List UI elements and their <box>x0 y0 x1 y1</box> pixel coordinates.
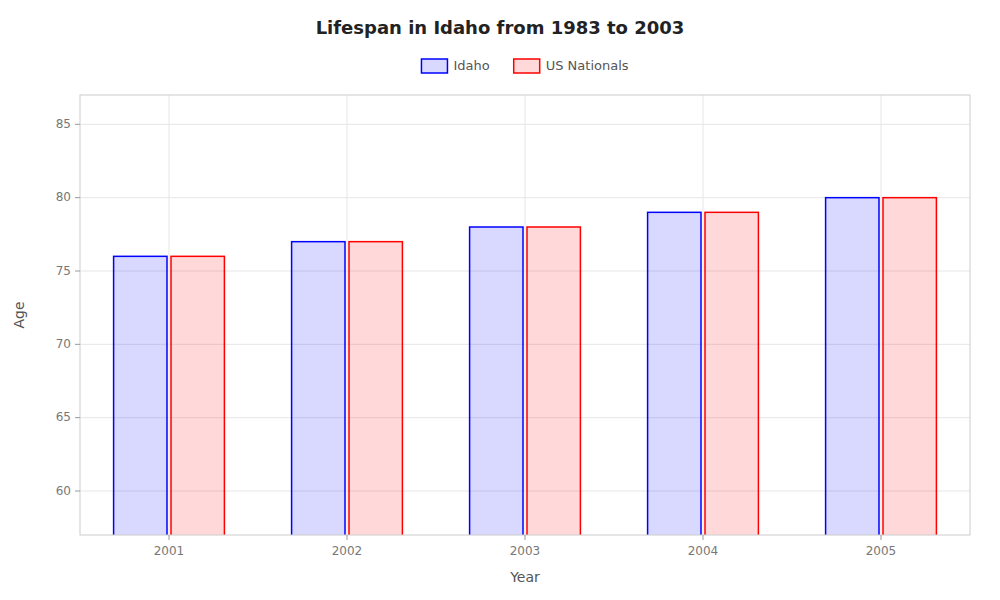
x-tick <box>347 535 348 540</box>
y-tick <box>75 271 80 272</box>
legend-item: US Nationals <box>514 58 629 74</box>
x-grid-line <box>347 95 348 535</box>
y-axis-label: Age <box>11 301 27 328</box>
bar <box>292 242 345 535</box>
y-tick-label: 70 <box>56 337 71 351</box>
x-axis-label: Year <box>509 569 540 585</box>
y-tick-label: 65 <box>56 410 71 424</box>
bar <box>826 198 879 535</box>
bar <box>171 256 224 535</box>
x-grid-line <box>703 95 704 535</box>
bar <box>705 212 758 535</box>
axes: 60 65 70 75 80 85 2001 2002 2003 2004 2005 <box>56 117 897 558</box>
x-grid-line <box>169 95 170 535</box>
x-tick <box>881 535 882 540</box>
x-tick-label: 2004 <box>688 544 719 558</box>
chart-svg: 60 65 70 75 80 85 2001 2002 2003 2004 2005 Year Age L… <box>0 0 1000 600</box>
legend-label: US Nationals <box>546 58 629 73</box>
legend-swatch <box>514 59 540 73</box>
bar <box>883 198 936 535</box>
y-tick <box>75 344 80 345</box>
bar <box>648 212 701 535</box>
x-tick-label: 2005 <box>866 544 897 558</box>
bar <box>349 242 402 535</box>
x-tick <box>525 535 526 540</box>
title: Lifespan in Idaho from 1983 to 2003 <box>316 17 685 38</box>
bar <box>114 256 167 535</box>
y-tick-label: 60 <box>56 484 71 498</box>
legend-swatch <box>421 59 447 73</box>
x-grid-line <box>881 95 882 535</box>
y-tick <box>75 417 80 418</box>
x-tick-label: 2003 <box>510 544 541 558</box>
x-grid-line <box>525 95 526 535</box>
chart-container: 60 65 70 75 80 85 2001 2002 2003 2004 2005 Year Age L… <box>0 0 1000 600</box>
legend-label: Idaho <box>453 58 489 73</box>
bars <box>114 198 937 535</box>
x-tick <box>169 535 170 540</box>
bar <box>527 227 580 535</box>
y-tick-label: 85 <box>56 117 71 131</box>
x-tick-label: 2002 <box>332 544 363 558</box>
x-tick <box>703 535 704 540</box>
bar <box>470 227 523 535</box>
y-tick <box>75 491 80 492</box>
plot-frame <box>80 95 970 535</box>
y-tick <box>75 124 80 125</box>
legend-item: Idaho <box>421 58 489 74</box>
y-tick-label: 75 <box>56 264 71 278</box>
legend: Idaho US Nationals <box>421 58 628 74</box>
y-tick-label: 80 <box>56 190 71 204</box>
y-tick <box>75 197 80 198</box>
x-tick-label: 2001 <box>154 544 185 558</box>
